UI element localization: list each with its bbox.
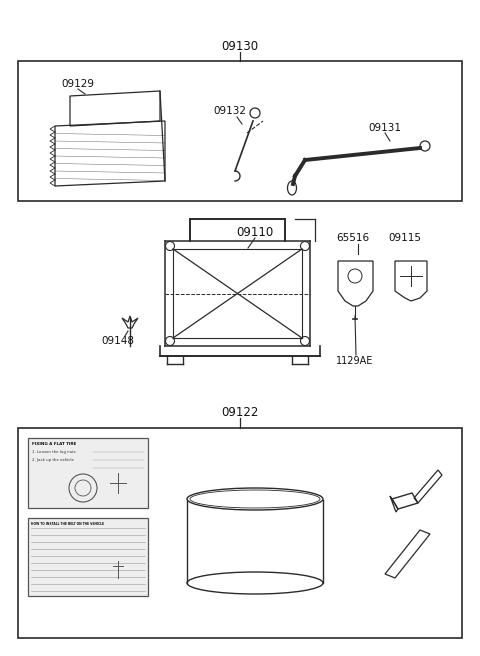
Text: 1. Loosen the lug nuts: 1. Loosen the lug nuts [32,450,76,454]
Text: FIXING A FLAT TIRE: FIXING A FLAT TIRE [32,442,76,446]
Text: 1129AE: 1129AE [336,356,374,366]
Text: 09110: 09110 [236,226,274,239]
Text: 65516: 65516 [336,233,370,243]
Text: 09129: 09129 [61,79,95,89]
Text: HOW TO INSTALL THE BELT ON THE VEHICLE: HOW TO INSTALL THE BELT ON THE VEHICLE [31,522,104,526]
Bar [18,61,462,201]
Text: 2. Jack up the vehicle: 2. Jack up the vehicle [32,458,74,462]
Text: 09122: 09122 [221,405,259,419]
Bar [18,428,462,638]
Text: 09148: 09148 [101,336,134,346]
Bar [28,438,148,508]
Text: 09130: 09130 [221,39,259,52]
Text: 09115: 09115 [388,233,421,243]
Bar [28,518,148,596]
Text: 09131: 09131 [369,123,401,133]
Text: 09132: 09132 [214,106,247,116]
